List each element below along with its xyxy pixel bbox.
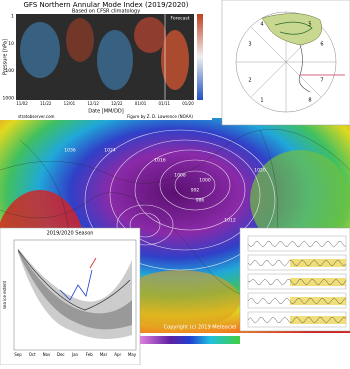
ts-line xyxy=(247,259,347,267)
isobar-label: 1000 xyxy=(199,178,211,184)
ts-band xyxy=(290,316,346,324)
phase-number: 1 xyxy=(260,98,263,104)
ice-y-label: sea ice extent xyxy=(2,280,7,309)
ts-line xyxy=(247,316,347,324)
date-tick-label: 12/12 xyxy=(87,101,99,106)
phase-number: 3 xyxy=(248,42,251,48)
nam-y-label: Pressure [hPa] xyxy=(3,39,9,75)
isobar-label: 1008 xyxy=(174,173,186,179)
phase-number: 6 xyxy=(320,42,323,48)
nam-subtitle: Based on CFSR climatology xyxy=(72,9,140,15)
phase-number: 2 xyxy=(248,78,251,84)
phase-panel xyxy=(221,0,350,126)
month-label: Dec xyxy=(57,352,65,357)
date-tick-label: 01/01 xyxy=(135,101,147,106)
isobar-label: 986 xyxy=(196,198,205,204)
forecast-label: Forecast xyxy=(170,16,189,22)
month-label: Oct xyxy=(29,352,36,357)
month-label: Jan xyxy=(71,352,79,357)
isobar-label: 1036 xyxy=(64,148,76,154)
date-tick-label: 11/22 xyxy=(40,101,52,106)
phase-number: 5 xyxy=(308,22,311,28)
timeseries-panel xyxy=(239,227,350,332)
isobar-label: 1024 xyxy=(104,148,116,154)
ts-line xyxy=(247,278,347,286)
phase-number: 4 xyxy=(260,22,263,28)
nam-credit: Figure by Z. D. Lawrence (NOAA) xyxy=(127,114,193,119)
month-label: May xyxy=(128,352,137,357)
phase-number: 7 xyxy=(320,78,323,84)
nam-title: GFS Northern Annular Mode Index (2019/20… xyxy=(24,1,189,9)
date-tick-label: 12/01 xyxy=(64,101,76,106)
ts-band xyxy=(290,278,346,286)
ts-band xyxy=(290,297,346,305)
ts-line xyxy=(247,240,347,248)
ts-frame xyxy=(247,235,347,252)
month-label: Feb xyxy=(86,352,94,357)
isobar-label: 1016 xyxy=(154,158,166,164)
isobar-label: 1020 xyxy=(254,168,266,174)
pressure-tick-label: 1 xyxy=(11,14,14,20)
ts-line xyxy=(247,297,347,305)
nam-panel xyxy=(0,0,212,120)
ice-panel xyxy=(0,227,141,366)
date-tick-label: 11/02 xyxy=(16,101,28,106)
nam-x-label: Date [MM/DD] xyxy=(88,109,124,115)
isobar-label: 1012 xyxy=(224,218,236,224)
nam-source: stratobserver.com xyxy=(18,114,55,119)
ts-band xyxy=(290,259,346,267)
isobar-label: 992 xyxy=(191,188,200,194)
phase-number: 8 xyxy=(308,98,311,104)
month-label: Mar xyxy=(100,352,108,357)
month-label: Apr xyxy=(114,352,121,357)
pressure-tick-label: 100 xyxy=(5,68,14,74)
ice-title: 2019/2020 Season xyxy=(47,231,94,237)
date-tick-label: 12/22 xyxy=(111,101,123,106)
map-copyright: Copyright (c) 2019 Meteociel xyxy=(164,325,237,331)
pressure-tick-label: 10 xyxy=(8,41,14,47)
month-label: Nov xyxy=(43,352,51,357)
date-tick-label: 01/11 xyxy=(159,101,171,106)
date-tick-label: 01/20 xyxy=(182,101,194,106)
pressure-tick-label: 1000 xyxy=(3,96,15,102)
map-colorbar xyxy=(140,336,240,344)
month-label: Sep xyxy=(14,352,22,357)
